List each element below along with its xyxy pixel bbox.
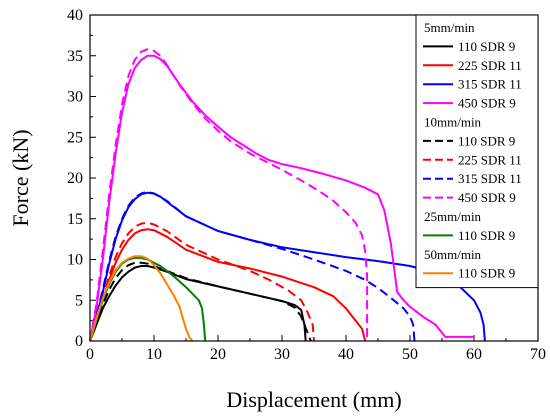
series-line: [89, 190, 416, 342]
x-tick-label: 60: [466, 346, 482, 363]
y-tick-label: 40: [67, 7, 83, 24]
series-line: [89, 221, 315, 342]
series-line: [89, 255, 194, 342]
series-line: [89, 265, 307, 342]
y-tick-label: 10: [67, 252, 83, 269]
tick-labels: 0 10 20 30 40 50 60 70 0 5 10 15 20 25 30 35 40: [67, 7, 546, 363]
legend-label: 225 SDR 11: [458, 58, 522, 73]
legend: 5mm/min 110 SDR 9 225 SDR 11 315 SDR 11 450 …: [415, 14, 539, 289]
legend-group-title: 5mm/min: [424, 20, 475, 35]
x-tick-label: 20: [210, 346, 226, 363]
legend-label: 110 SDR 9: [458, 228, 515, 243]
legend-label: 450 SDR 9: [458, 96, 516, 111]
y-tick-label: 0: [75, 333, 83, 350]
x-tick-label: 70: [530, 346, 546, 363]
x-axis-title: Displacement (mm): [226, 387, 401, 412]
series-line: [89, 54, 474, 342]
y-tick-label: 15: [67, 211, 83, 228]
y-tick-label: 25: [67, 129, 83, 146]
x-tick-label: 30: [274, 346, 290, 363]
legend-group-title: 50mm/min: [424, 247, 482, 262]
x-tick-label: 50: [402, 346, 418, 363]
y-tick-label: 20: [67, 170, 83, 187]
series-line: [89, 48, 369, 342]
legend-box: [415, 14, 539, 289]
x-tick-label: 10: [146, 346, 162, 363]
legend-label: 225 SDR 11: [458, 152, 522, 167]
y-tick-label: 5: [75, 292, 83, 309]
series-lines: [89, 48, 486, 342]
legend-label: 110 SDR 9: [458, 39, 515, 54]
series-line: [89, 261, 312, 342]
y-tick-label: 35: [67, 48, 83, 65]
x-tick-label: 40: [338, 346, 354, 363]
legend-label: 315 SDR 11: [458, 171, 522, 186]
y-axis-title: Force (kN): [8, 129, 33, 226]
legend-group-title: 25mm/min: [424, 209, 482, 224]
x-tick-label: 0: [86, 346, 94, 363]
y-tick-label: 30: [67, 89, 83, 106]
legend-group-title: 10mm/min: [424, 115, 482, 130]
legend-label: 110 SDR 9: [458, 133, 515, 148]
legend-label: 315 SDR 11: [458, 77, 522, 92]
legend-label: 110 SDR 9: [458, 266, 515, 281]
series-line: [89, 228, 367, 342]
legend-label: 450 SDR 9: [458, 190, 516, 205]
